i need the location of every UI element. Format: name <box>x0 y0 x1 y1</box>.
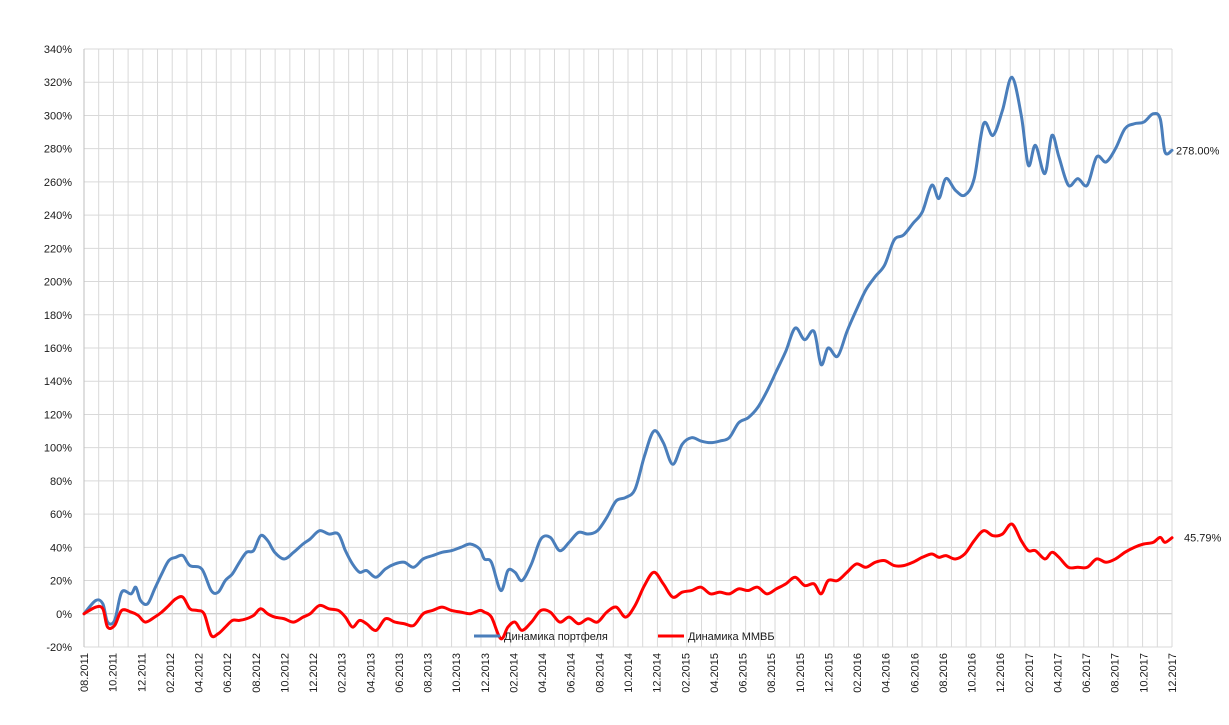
x-tick-label: 12.2016 <box>995 653 1007 693</box>
x-tick-label: 04.2015 <box>709 653 721 693</box>
y-tick-label: 300% <box>44 110 72 122</box>
x-tick-label: 08.2015 <box>766 653 778 693</box>
y-tick-label: 20% <box>50 576 72 588</box>
y-tick-label: 60% <box>50 509 72 521</box>
y-tick-label: 280% <box>44 144 72 156</box>
x-tick-label: 04.2017 <box>1052 653 1064 693</box>
x-tick-label: 12.2017 <box>1167 653 1179 693</box>
y-tick-label: 0% <box>56 609 72 621</box>
x-tick-label: 02.2017 <box>1024 653 1036 693</box>
x-tick-label: 10.2013 <box>451 653 463 693</box>
y-tick-label: 240% <box>44 210 72 222</box>
portfolio-end-label: 278.00% <box>1176 145 1220 157</box>
mmvb-series-line <box>82 522 1174 641</box>
y-tick-label: 160% <box>44 343 72 355</box>
x-axis: 08.2011 10.2011 12.2011 02.2012 04.2012 06.20… <box>79 653 1179 693</box>
y-axis: -20% 0% 20% 40% 60% 80% 100% 120% 140% 160% 180% 20… <box>44 44 72 654</box>
x-tick-label: 12.2012 <box>308 653 320 693</box>
x-tick-label: 04.2014 <box>537 653 549 693</box>
x-tick-label: 08.2012 <box>251 653 263 693</box>
y-tick-label: 100% <box>44 443 72 455</box>
x-tick-label: 02.2012 <box>165 653 177 693</box>
y-tick-label: -20% <box>46 642 72 654</box>
x-tick-label: 10.2014 <box>623 653 635 693</box>
x-tick-label: 04.2013 <box>365 653 377 693</box>
x-tick-label: 12.2013 <box>480 653 492 693</box>
x-tick-label: 08.2017 <box>1110 653 1122 693</box>
x-tick-label: 10.2012 <box>279 653 291 693</box>
y-tick-label: 220% <box>44 243 72 255</box>
x-tick-label: 02.2016 <box>852 653 864 693</box>
y-tick-label: 180% <box>44 310 72 322</box>
chart-legend: Динамика портфеля Динамика ММВБ <box>474 631 775 643</box>
y-tick-label: 120% <box>44 409 72 421</box>
y-tick-label: 340% <box>44 44 72 56</box>
y-tick-label: 200% <box>44 277 72 289</box>
chart-gridlines <box>83 48 1173 648</box>
x-tick-label: 10.2017 <box>1138 653 1150 693</box>
x-tick-label: 10.2015 <box>795 653 807 693</box>
portfolio-series-line <box>82 75 1174 626</box>
y-tick-label: 40% <box>50 542 72 554</box>
x-tick-label: 08.2011 <box>79 653 91 692</box>
y-tick-label: 320% <box>44 77 72 89</box>
x-tick-label: 04.2012 <box>194 653 206 693</box>
x-tick-label: 06.2013 <box>394 653 406 693</box>
x-tick-label: 06.2017 <box>1081 653 1093 693</box>
mmvb-end-label: 45.79% <box>1184 533 1222 545</box>
x-tick-label: 02.2014 <box>508 653 520 693</box>
x-tick-label: 10.2011 <box>108 653 120 692</box>
x-tick-label: 10.2016 <box>967 653 979 693</box>
y-tick-label: 260% <box>44 177 72 189</box>
series-end-labels: 278.00% 45.79% <box>1176 145 1222 544</box>
x-tick-label: 06.2012 <box>222 653 234 693</box>
x-tick-label: 08.2013 <box>423 653 435 693</box>
x-tick-label: 06.2014 <box>566 653 578 693</box>
x-tick-label: 02.2015 <box>680 653 692 693</box>
y-tick-label: 80% <box>50 476 72 488</box>
x-tick-label: 04.2016 <box>881 653 893 693</box>
legend-label-mmvb: Динамика ММВБ <box>688 631 775 643</box>
x-tick-label: 06.2016 <box>909 653 921 693</box>
x-tick-label: 12.2011 <box>136 653 148 692</box>
x-tick-label: 02.2013 <box>337 653 349 693</box>
x-tick-label: 12.2015 <box>823 653 835 693</box>
legend-label-portfolio: Динамика портфеля <box>504 631 608 643</box>
x-tick-label: 08.2014 <box>594 653 606 693</box>
chart-series <box>82 75 1174 641</box>
x-tick-label: 08.2016 <box>938 653 950 693</box>
y-tick-label: 140% <box>44 376 72 388</box>
x-tick-label: 12.2014 <box>652 653 664 693</box>
x-tick-label: 06.2015 <box>738 653 750 693</box>
